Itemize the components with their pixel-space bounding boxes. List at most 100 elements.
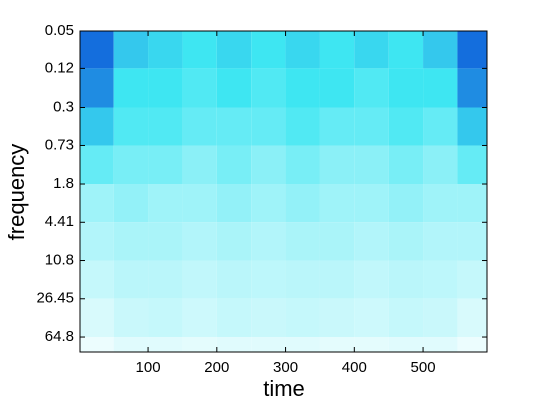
- cell: [354, 107, 389, 146]
- cell: [354, 31, 389, 69]
- cell: [423, 298, 458, 338]
- cell: [354, 68, 389, 108]
- cell: [182, 337, 217, 352]
- x-tick-label: 200: [204, 359, 229, 376]
- cell: [354, 337, 389, 352]
- cell: [457, 107, 487, 146]
- cell: [457, 260, 487, 299]
- cell: [457, 298, 487, 338]
- y-tick-label: 1.8: [53, 175, 74, 192]
- cell: [388, 337, 424, 352]
- cell: [285, 298, 320, 338]
- y-tick-label: 4.41: [45, 213, 74, 230]
- cell: [423, 184, 458, 223]
- cell: [251, 222, 286, 261]
- cell: [216, 337, 252, 352]
- cell: [113, 260, 149, 299]
- cell: [388, 184, 424, 223]
- cell: [285, 107, 320, 146]
- cell: [113, 68, 149, 108]
- cell: [354, 184, 389, 223]
- cell: [113, 298, 149, 338]
- cell: [80, 298, 114, 338]
- cell: [319, 260, 355, 299]
- cell: [319, 68, 355, 108]
- cell: [319, 298, 355, 338]
- cell: [216, 68, 252, 108]
- cell: [388, 222, 424, 261]
- cell: [457, 184, 487, 223]
- cell: [319, 184, 355, 223]
- cell: [285, 184, 320, 223]
- cell: [148, 145, 183, 185]
- y-tick-label: 26.45: [36, 290, 74, 307]
- x-tick-label: 100: [136, 359, 161, 376]
- cell: [319, 145, 355, 185]
- cell: [423, 107, 458, 146]
- x-tick-label: 300: [273, 359, 298, 376]
- y-tick-label: 0.05: [45, 22, 74, 39]
- cell: [423, 222, 458, 261]
- cell: [251, 145, 286, 185]
- y-axis-label: frequency: [4, 144, 29, 241]
- cell: [457, 31, 487, 69]
- cell: [148, 337, 183, 352]
- cell: [457, 68, 487, 108]
- cell: [319, 31, 355, 69]
- x-axis-label: time: [263, 376, 305, 401]
- cell: [251, 298, 286, 338]
- cell: [80, 260, 114, 299]
- cell: [251, 260, 286, 299]
- cell: [251, 31, 286, 69]
- cell: [148, 298, 183, 338]
- cell: [182, 184, 217, 223]
- cell: [457, 145, 487, 185]
- cell: [216, 260, 252, 299]
- cell: [285, 31, 320, 69]
- cell: [285, 68, 320, 108]
- cell: [182, 68, 217, 108]
- y-tick-label: 64.8: [45, 328, 74, 345]
- y-tick-label: 0.3: [53, 98, 74, 115]
- cell: [423, 337, 458, 352]
- cell: [182, 107, 217, 146]
- cell: [354, 145, 389, 185]
- y-tick-label: 10.8: [45, 251, 74, 268]
- cell: [319, 222, 355, 261]
- cell: [182, 298, 217, 338]
- cell: [388, 145, 424, 185]
- cell: [354, 222, 389, 261]
- cell: [113, 31, 149, 69]
- cell: [80, 184, 114, 223]
- cell: [251, 107, 286, 146]
- cell: [113, 222, 149, 261]
- cell: [423, 31, 458, 69]
- cell: [182, 145, 217, 185]
- cell: [251, 68, 286, 108]
- cell: [113, 337, 149, 352]
- cell: [80, 222, 114, 261]
- cell: [182, 31, 217, 69]
- x-tick-label: 400: [342, 359, 367, 376]
- cell: [216, 184, 252, 223]
- cell: [216, 145, 252, 185]
- cell: [354, 298, 389, 338]
- cell: [285, 145, 320, 185]
- cell: [113, 184, 149, 223]
- x-tick-label: 500: [411, 359, 436, 376]
- cell: [80, 68, 114, 108]
- axes-box: [79, 30, 488, 353]
- cell: [423, 260, 458, 299]
- cell: [148, 68, 183, 108]
- cell: [80, 145, 114, 185]
- cell: [457, 337, 487, 352]
- y-tick-label: 0.73: [45, 136, 74, 153]
- cell: [216, 298, 252, 338]
- cell: [285, 260, 320, 299]
- cell: [388, 260, 424, 299]
- cell: [80, 31, 114, 69]
- cell: [388, 68, 424, 108]
- cell: [319, 107, 355, 146]
- cell: [251, 184, 286, 223]
